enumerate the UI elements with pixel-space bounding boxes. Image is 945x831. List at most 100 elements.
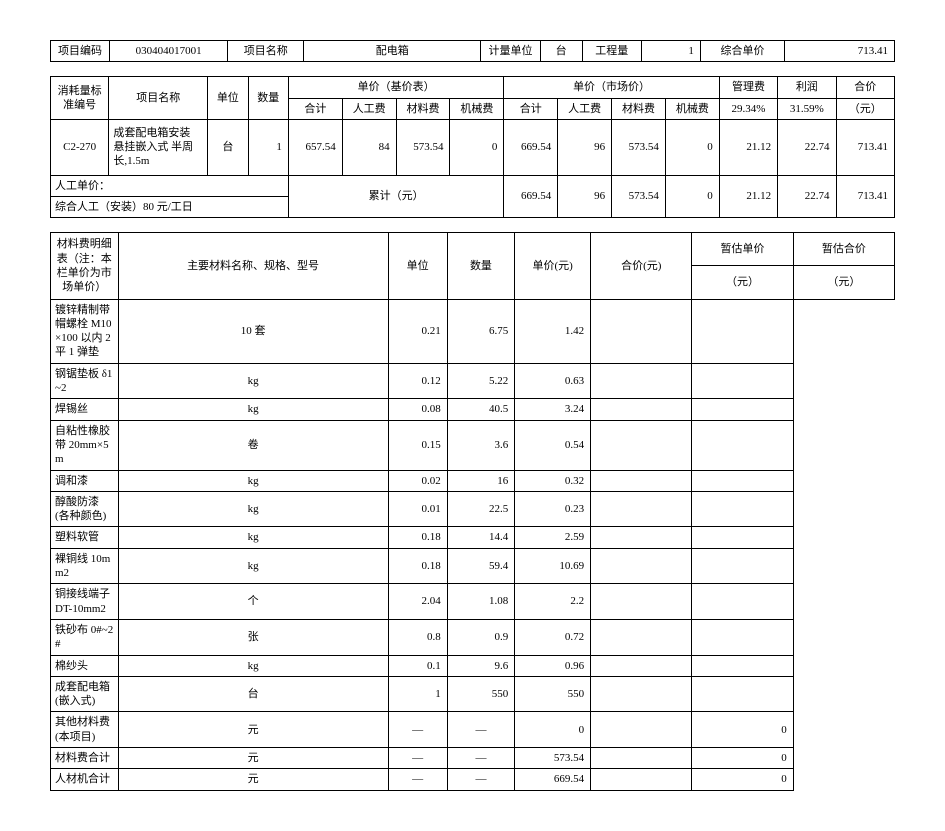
material-cell bbox=[591, 299, 692, 363]
material-cell: 棉纱头 bbox=[51, 655, 119, 676]
material-cell bbox=[692, 420, 793, 470]
material-cell: 0 bbox=[692, 712, 793, 748]
material-cell bbox=[591, 584, 692, 620]
r1-qty: 1 bbox=[248, 119, 288, 175]
material-cell bbox=[692, 299, 793, 363]
hdr-m-mac: 机械费 bbox=[665, 98, 719, 119]
material-cell: 6.75 bbox=[447, 299, 515, 363]
labor-note: 综合人工（安装）80 元/工日 bbox=[51, 197, 289, 218]
material-cell: — bbox=[388, 747, 447, 768]
hdr-total: 合价 bbox=[836, 77, 895, 98]
material-cell: 成套配电箱(嵌入式) bbox=[51, 676, 119, 712]
s-prof: 22.74 bbox=[778, 175, 836, 218]
material-cell: 59.4 bbox=[447, 548, 515, 584]
hdr-profit-rate: 31.59% bbox=[778, 98, 836, 119]
material-cell bbox=[692, 399, 793, 420]
material-cell: 0.01 bbox=[388, 491, 447, 527]
r1-bmac: 0 bbox=[450, 119, 504, 175]
material-cell bbox=[692, 470, 793, 491]
hdr-m-mat: 材料费 bbox=[612, 98, 666, 119]
material-cell: 铁砂布 0#~2# bbox=[51, 619, 119, 655]
material-cell: 3.24 bbox=[515, 399, 591, 420]
material-cell: 0.02 bbox=[388, 470, 447, 491]
material-cell: 铜接线端子 DT-10mm2 bbox=[51, 584, 119, 620]
hdr-b-mac: 机械费 bbox=[450, 98, 504, 119]
material-cell bbox=[591, 491, 692, 527]
qty-value: 1 bbox=[641, 41, 700, 62]
hdr-base: 单价（基价表） bbox=[288, 77, 503, 98]
r1-name: 成套配电箱安装 悬挂嵌入式 半周长,1.5m bbox=[109, 119, 208, 175]
material-cell: — bbox=[447, 747, 515, 768]
hdr-m-lab: 人工费 bbox=[558, 98, 612, 119]
material-cell: 钢锯垫板 δ1~2 bbox=[51, 363, 119, 399]
hdr-market: 单价（市场价） bbox=[504, 77, 719, 98]
unit-value: 台 bbox=[540, 41, 582, 62]
material-cell: 自粘性橡胶带 20mm×5m bbox=[51, 420, 119, 470]
material-cell: 镀锌精制带帽螺栓 M10×100 以内 2 平 1 弹垫 bbox=[51, 299, 119, 363]
r1-mmac: 0 bbox=[665, 119, 719, 175]
s-pric: 713.41 bbox=[836, 175, 895, 218]
material-cell: kg bbox=[118, 548, 388, 584]
r1-mlab: 96 bbox=[558, 119, 612, 175]
r1-blab: 84 bbox=[342, 119, 396, 175]
r1-mtot: 669.54 bbox=[504, 119, 558, 175]
unit-label: 计量单位 bbox=[481, 41, 540, 62]
material-cell: 10.69 bbox=[515, 548, 591, 584]
material-cell: 裸铜线 10mm2 bbox=[51, 548, 119, 584]
material-cell bbox=[591, 527, 692, 548]
material-table: 材料费明细表（注：本栏单价为市场单价） 主要材料名称、规格、型号 单位 数量 单… bbox=[50, 232, 895, 790]
material-cell: 669.54 bbox=[515, 769, 591, 790]
hdr-b-sub: 合计 bbox=[288, 98, 342, 119]
material-cell: kg bbox=[118, 363, 388, 399]
s-mlab: 96 bbox=[558, 175, 612, 218]
material-cell: 0.9 bbox=[447, 619, 515, 655]
material-cell: 5.22 bbox=[447, 363, 515, 399]
material-cell bbox=[692, 363, 793, 399]
price-value: 713.41 bbox=[785, 41, 895, 62]
material-cell: 0.12 bbox=[388, 363, 447, 399]
mat-etp-hdr: 暂估合价 bbox=[793, 233, 894, 266]
material-cell bbox=[692, 527, 793, 548]
r1-code: C2-270 bbox=[51, 119, 109, 175]
material-cell: 0.72 bbox=[515, 619, 591, 655]
project-header-table: 项目编码 030404017001 项目名称 配电箱 计量单位 台 工程量 1 … bbox=[50, 40, 895, 62]
material-cell bbox=[591, 548, 692, 584]
material-cell bbox=[692, 548, 793, 584]
material-cell bbox=[591, 619, 692, 655]
material-cell: 0.18 bbox=[388, 548, 447, 584]
hdr-mgmt: 管理费 bbox=[719, 77, 777, 98]
r1-prof: 22.74 bbox=[778, 119, 836, 175]
hdr-b-mat: 材料费 bbox=[396, 98, 450, 119]
mat-qty-hdr: 数量 bbox=[447, 233, 515, 299]
material-row: 焊锡丝kg0.0840.53.24 bbox=[51, 399, 895, 420]
material-cell bbox=[591, 363, 692, 399]
material-cell bbox=[591, 470, 692, 491]
mat-etp-yuan: （元） bbox=[793, 266, 894, 299]
mat-name-hdr: 主要材料名称、规格、型号 bbox=[118, 233, 388, 299]
material-cell: — bbox=[388, 712, 447, 748]
material-cell: 550 bbox=[515, 676, 591, 712]
material-row: 醇酸防漆(各种颜色)kg0.0122.50.23 bbox=[51, 491, 895, 527]
material-cell: 40.5 bbox=[447, 399, 515, 420]
code-label: 项目编码 bbox=[51, 41, 110, 62]
material-row: 自粘性橡胶带 20mm×5m卷0.153.60.54 bbox=[51, 420, 895, 470]
hdr-qty: 数量 bbox=[248, 77, 288, 120]
material-row: 裸铜线 10mm2kg0.1859.410.69 bbox=[51, 548, 895, 584]
material-cell: 9.6 bbox=[447, 655, 515, 676]
material-cell bbox=[692, 584, 793, 620]
summary-label: 累计（元） bbox=[288, 175, 503, 218]
material-cell: 卷 bbox=[118, 420, 388, 470]
s-mmac: 0 bbox=[665, 175, 719, 218]
material-cell: 0.23 bbox=[515, 491, 591, 527]
material-cell: 1.08 bbox=[447, 584, 515, 620]
material-cell: 其他材料费(本项目) bbox=[51, 712, 119, 748]
material-row: 镀锌精制带帽螺栓 M10×100 以内 2 平 1 弹垫10 套0.216.75… bbox=[51, 299, 895, 363]
material-cell: 0.08 bbox=[388, 399, 447, 420]
material-cell: 塑料软管 bbox=[51, 527, 119, 548]
material-cell: 3.6 bbox=[447, 420, 515, 470]
name-value: 配电箱 bbox=[304, 41, 481, 62]
material-cell: 16 bbox=[447, 470, 515, 491]
material-cell: 元 bbox=[118, 712, 388, 748]
r1-bmat: 573.54 bbox=[396, 119, 450, 175]
material-cell: kg bbox=[118, 655, 388, 676]
